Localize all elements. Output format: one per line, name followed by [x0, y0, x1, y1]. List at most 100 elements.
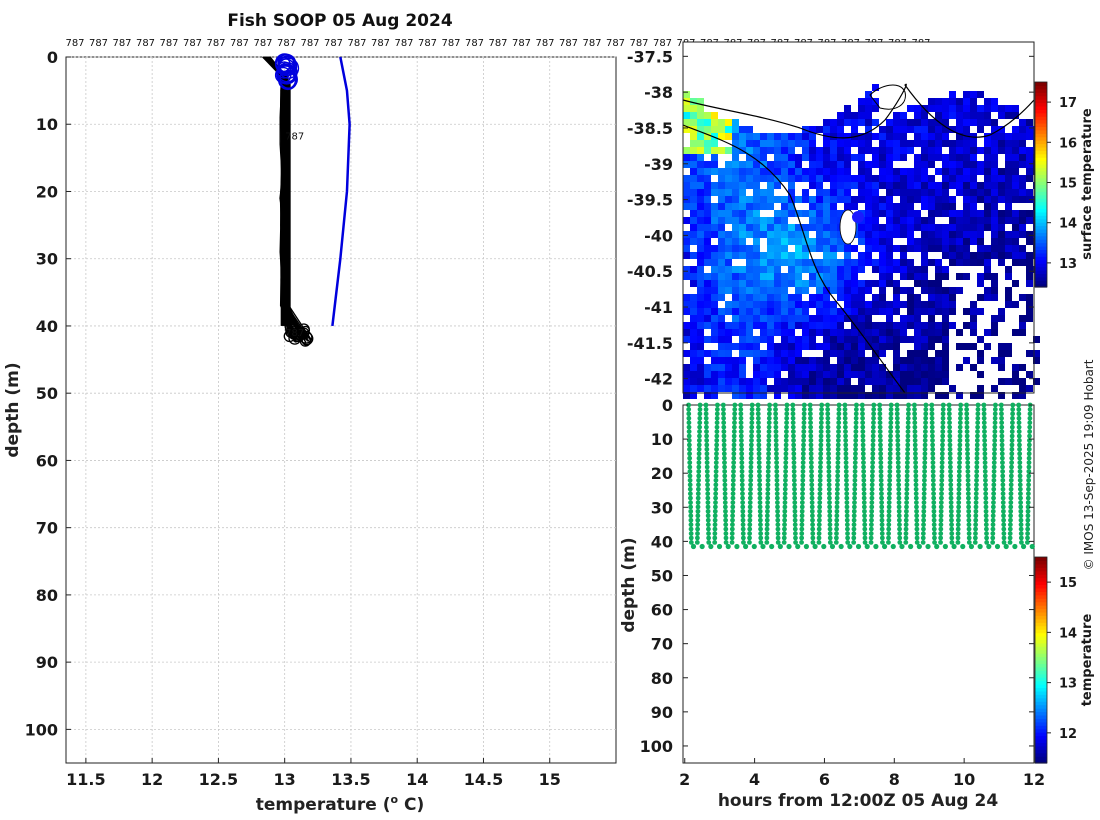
sst-pixel	[704, 238, 711, 245]
temperature-point	[905, 420, 911, 426]
sst-pixel	[1005, 105, 1012, 112]
sst-pixel	[942, 119, 949, 126]
sst-pixel	[760, 364, 767, 371]
sst-pixel	[683, 238, 690, 245]
temperature-point	[939, 455, 945, 461]
profile-y-tick-label: 70	[36, 519, 58, 538]
temperature-point	[730, 486, 736, 492]
profile-panel: 11.5 12 12.5 13 13.5 14 14.5 15 010203040506070…	[3, 11, 931, 815]
sst-pixel	[837, 350, 844, 357]
sst-pixel	[907, 392, 914, 399]
temperature-point	[853, 433, 859, 439]
sst-pixel	[802, 259, 809, 266]
temperature-point	[903, 517, 909, 523]
sst-pixel	[697, 140, 704, 147]
temperature-point	[739, 482, 745, 488]
sst-colorbar-swatch	[1035, 263, 1047, 268]
temperature-point	[686, 407, 692, 412]
sst-pixel	[718, 182, 725, 189]
sst-pixel	[872, 189, 879, 196]
sst-pixel	[907, 140, 914, 147]
temperature-point	[946, 402, 952, 408]
temperature-point	[947, 438, 953, 443]
sst-pixel	[774, 196, 781, 203]
sst-pixel	[837, 336, 844, 343]
temperature-point	[851, 508, 857, 514]
sst-pixel	[802, 154, 809, 161]
temperature-point	[773, 429, 779, 434]
temperature-point	[877, 433, 883, 439]
sst-pixel	[935, 231, 942, 238]
temperature-point	[1018, 517, 1024, 523]
sst-pixel	[760, 273, 767, 280]
temperature-point	[990, 531, 996, 536]
temperature-point	[808, 438, 814, 443]
sst-pixel	[753, 189, 760, 196]
temperature-point	[925, 543, 931, 550]
sst-pixel	[746, 140, 753, 147]
temperature-point	[756, 451, 762, 457]
temperature-point	[721, 446, 727, 452]
sst-pixel	[774, 378, 781, 385]
temperature-point	[757, 508, 763, 514]
sst-pixel	[886, 231, 893, 238]
sst-pixel	[970, 133, 977, 140]
sst-pixel	[1026, 210, 1033, 217]
sst-pixel	[844, 329, 851, 336]
temperature-point	[756, 442, 762, 448]
temperature-point	[749, 402, 755, 408]
temperature-point	[870, 433, 876, 439]
temperature-point	[947, 424, 953, 430]
temperature-point	[740, 531, 746, 536]
sst-pixel	[879, 266, 886, 273]
sst-pixel	[858, 336, 865, 343]
sst-pixel	[851, 336, 858, 343]
sst-pixel	[963, 98, 970, 105]
sst-pixel	[998, 252, 1005, 259]
cast-id-label: 787	[159, 38, 178, 49]
temperature-point	[835, 469, 841, 474]
temperature-point	[696, 460, 702, 466]
temperature-point	[984, 540, 990, 545]
sst-pixel	[921, 154, 928, 161]
sst-pixel	[865, 392, 872, 399]
temperature-colorbar-swatch	[1035, 714, 1047, 719]
sst-pixel	[907, 357, 914, 364]
temperature-point	[791, 469, 797, 474]
sst-pixel	[746, 203, 753, 210]
sst-pixel	[711, 210, 718, 217]
sst-pixel	[697, 119, 704, 126]
sst-pixel	[872, 154, 879, 161]
temperature-point	[836, 415, 842, 421]
sst-pixel	[739, 189, 746, 196]
temperature-colorbar-swatch	[1035, 598, 1047, 603]
temperature-point	[886, 531, 892, 536]
sst-pixel	[893, 308, 900, 315]
temperature-point	[860, 407, 865, 412]
temperature-point	[955, 535, 961, 541]
sst-pixel	[942, 182, 949, 189]
sst-pixel	[683, 175, 690, 182]
temperature-point	[949, 522, 954, 528]
temperature-point	[982, 464, 988, 470]
sst-pixel	[830, 322, 837, 329]
sst-pixel	[865, 224, 872, 231]
sst-pixel	[928, 357, 935, 364]
temperature-point	[706, 531, 711, 536]
sst-pixel	[739, 238, 746, 245]
sst-pixel	[767, 343, 774, 350]
temperature-point	[775, 522, 781, 528]
temperature-colorbar-swatch	[1035, 704, 1047, 709]
temperature-point	[895, 460, 901, 466]
sst-pixel	[739, 392, 746, 399]
temperature-point	[886, 504, 892, 510]
sst-pixel	[788, 147, 795, 154]
sst-pixel	[711, 259, 718, 266]
sst-pixel	[767, 133, 774, 140]
cast-id-label: 787	[535, 38, 554, 49]
sst-pixel	[774, 154, 781, 161]
sst-colorbar-tick-label: 14	[1059, 217, 1077, 232]
temperature-point	[973, 486, 979, 492]
sst-pixel	[739, 336, 746, 343]
